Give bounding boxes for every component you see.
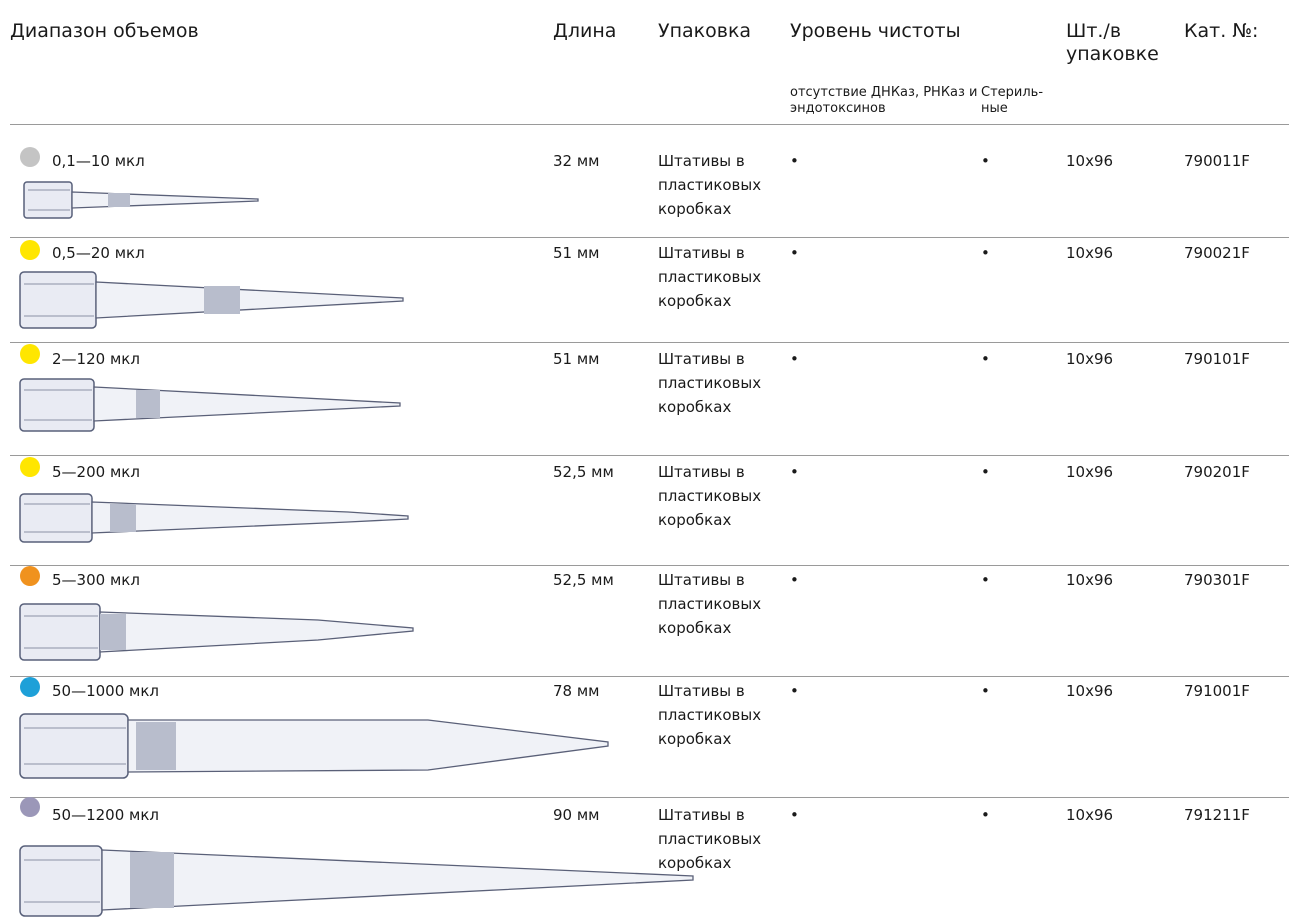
volume-range: 2—120 мкл [52, 350, 140, 368]
row-divider [10, 565, 1289, 566]
volume-range: 5—300 мкл [52, 571, 140, 589]
pipette-tip-image [18, 840, 698, 920]
packaging-value: Штативы в пластиковых коробках [658, 152, 762, 218]
quantity-value: 10x96 [1066, 244, 1114, 262]
header-volume-range: Диапазон объемов [10, 20, 199, 42]
catalog-number: 790011F [1184, 152, 1250, 170]
packaging-value: Штативы в пластиковых коробках [658, 682, 762, 748]
row-divider [10, 342, 1289, 343]
header-divider [10, 124, 1289, 125]
quantity-value: 10x96 [1066, 463, 1114, 481]
length-value: 90 мм [553, 806, 600, 824]
header-per-pack: Шт./в упаковке [1066, 20, 1159, 65]
header-cat-no: Кат. №: [1184, 20, 1259, 42]
volume-range: 50—1000 мкл [52, 682, 159, 700]
row-divider [10, 455, 1289, 456]
volume-color-dot [20, 147, 40, 167]
length-value: 51 мм [553, 350, 600, 368]
volume-color-dot [20, 566, 40, 586]
quantity-value: 10x96 [1066, 571, 1114, 589]
pipette-tip-image [18, 710, 613, 782]
packaging-value: Штативы в пластиковых коробках [658, 350, 762, 416]
catalog-number: 790201F [1184, 463, 1250, 481]
pipette-tip-image [18, 600, 418, 664]
length-value: 52,5 мм [553, 463, 614, 481]
volume-range: 50—1200 мкл [52, 806, 159, 824]
volume-color-dot [20, 344, 40, 364]
sterile-mark: • [981, 571, 990, 589]
volume-color-dot [20, 677, 40, 697]
catalog-number: 790301F [1184, 571, 1250, 589]
purity-free-mark: • [790, 152, 799, 170]
quantity-value: 10x96 [1066, 350, 1114, 368]
pipette-tip-image [18, 375, 408, 435]
purity-free-mark: • [790, 463, 799, 481]
quantity-value: 10x96 [1066, 152, 1114, 170]
quantity-value: 10x96 [1066, 806, 1114, 824]
catalog-number: 791211F [1184, 806, 1250, 824]
sterile-mark: • [981, 244, 990, 262]
catalog-number: 790101F [1184, 350, 1250, 368]
length-value: 78 мм [553, 682, 600, 700]
sterile-mark: • [981, 350, 990, 368]
purity-free-mark: • [790, 806, 799, 824]
volume-range: 0,5—20 мкл [52, 244, 145, 262]
pipette-tip-image [18, 268, 408, 332]
row-divider [10, 797, 1289, 798]
purity-free-mark: • [790, 682, 799, 700]
packaging-value: Штативы в пластиковых коробках [658, 463, 762, 529]
sterile-mark: • [981, 806, 990, 824]
purity-free-mark: • [790, 244, 799, 262]
header-purity-sterile: Стериль- ные [981, 85, 1044, 116]
length-value: 52,5 мм [553, 571, 614, 589]
purity-free-mark: • [790, 350, 799, 368]
sterile-mark: • [981, 152, 990, 170]
volume-range: 0,1—10 мкл [52, 152, 145, 170]
header-purity-free: отсутствие ДНКаз, РНКаз и эндотоксинов [790, 85, 978, 116]
header-purity-level: Уровень чистоты [790, 20, 961, 42]
packaging-value: Штативы в пластиковых коробках [658, 806, 762, 872]
catalog-number: 791001F [1184, 682, 1250, 700]
volume-range: 5—200 мкл [52, 463, 140, 481]
volume-color-dot [20, 457, 40, 477]
length-value: 51 мм [553, 244, 600, 262]
pipette-tip-image [18, 490, 413, 546]
sterile-mark: • [981, 463, 990, 481]
catalog-number: 790021F [1184, 244, 1250, 262]
sterile-mark: • [981, 682, 990, 700]
purity-free-mark: • [790, 571, 799, 589]
header-length: Длина [553, 20, 617, 42]
header-packaging: Упаковка [658, 20, 752, 42]
length-value: 32 мм [553, 152, 600, 170]
row-divider [10, 237, 1289, 238]
packaging-value: Штативы в пластиковых коробках [658, 571, 762, 637]
row-divider [10, 676, 1289, 677]
volume-color-dot [20, 240, 40, 260]
quantity-value: 10x96 [1066, 682, 1114, 700]
pipette-tip-image [18, 180, 263, 222]
packaging-value: Штативы в пластиковых коробках [658, 244, 762, 310]
volume-color-dot [20, 797, 40, 817]
